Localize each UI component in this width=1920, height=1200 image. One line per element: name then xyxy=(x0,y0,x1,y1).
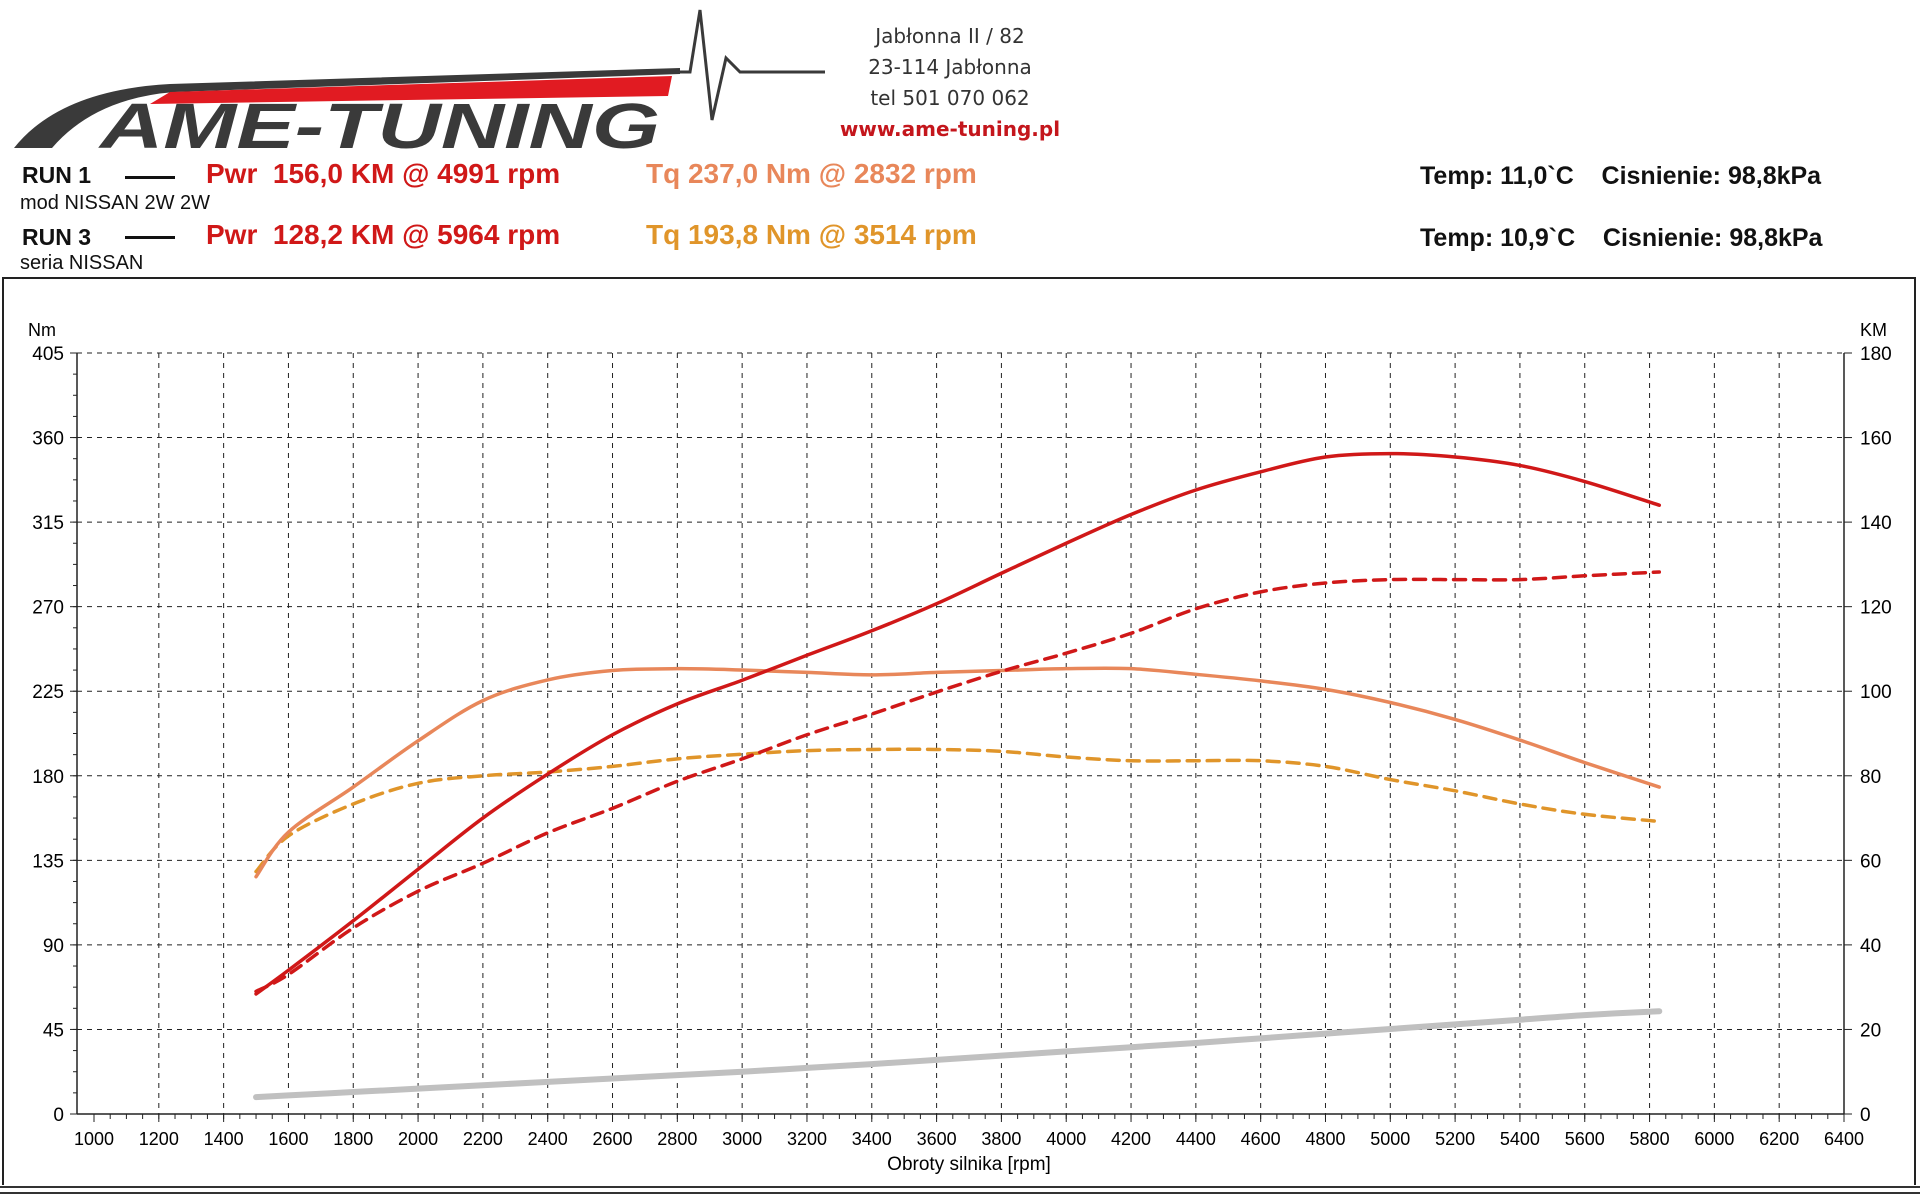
right-y-tick-label: 80 xyxy=(1860,767,1881,788)
logo-red-stripe xyxy=(150,76,672,104)
x-axis-title: Obroty silnika [rpm] xyxy=(887,1154,1051,1175)
run1-description: mod NISSAN 2W 2W xyxy=(20,192,211,214)
x-tick-label: 2000 xyxy=(398,1129,438,1149)
logo-heartbeat-icon xyxy=(600,9,825,121)
x-tick-label: 3800 xyxy=(981,1129,1021,1149)
left-y-tick-label: 45 xyxy=(43,1020,64,1041)
run1-conditions: Temp: 11,0`C Cisnienie: 98,8kPa xyxy=(1420,162,1822,190)
x-tick-label: 5000 xyxy=(1370,1129,1410,1149)
x-tick-label: 3200 xyxy=(787,1129,827,1149)
series-run-3-tq xyxy=(254,747,1662,874)
x-tick-label: 5600 xyxy=(1565,1129,1605,1149)
x-tick-label: 4000 xyxy=(1046,1129,1086,1149)
x-tick-label: 4600 xyxy=(1241,1129,1281,1149)
x-tick-label: 5200 xyxy=(1435,1129,1475,1149)
right-y-tick-label: 160 xyxy=(1860,429,1892,450)
left-y-tick-label: 90 xyxy=(43,936,64,957)
bottom-divider xyxy=(0,1192,1920,1194)
series-run-1-tq xyxy=(254,666,1662,879)
address-line-2: 23-114 Jabłonna xyxy=(868,55,1032,79)
right-y-tick-label: 60 xyxy=(1860,851,1881,872)
x-tick-label: 6200 xyxy=(1759,1129,1799,1149)
address-phone: tel 501 070 062 xyxy=(870,86,1030,110)
right-y-tick-label: 40 xyxy=(1860,936,1881,957)
left-y-tick-label: 270 xyxy=(32,598,64,619)
x-tick-label: 4400 xyxy=(1176,1129,1216,1149)
x-tick-label: 3000 xyxy=(722,1129,762,1149)
x-tick-label: 4800 xyxy=(1305,1129,1345,1149)
left-y-tick-label: 360 xyxy=(32,429,64,450)
x-tick-label: 1400 xyxy=(204,1129,244,1149)
x-tick-label: 3400 xyxy=(852,1129,892,1149)
x-tick-label: 2200 xyxy=(463,1129,503,1149)
run3-description: seria NISSAN xyxy=(20,252,144,274)
logo-swoosh xyxy=(14,68,680,148)
logo-text: AME-TUNING xyxy=(97,90,660,160)
series-loss xyxy=(253,1008,1663,1101)
x-tick-label: 2400 xyxy=(528,1129,568,1149)
address-line-1: Jabłonna II / 82 xyxy=(875,24,1025,48)
left-y-tick-label: 0 xyxy=(53,1105,64,1126)
right-y-tick-label: 100 xyxy=(1860,682,1892,703)
run3-label: RUN 3 xyxy=(22,224,92,250)
x-tick-label: 6400 xyxy=(1824,1129,1864,1149)
x-tick-label: 5400 xyxy=(1500,1129,1540,1149)
left-axis-unit: Nm xyxy=(28,320,56,340)
x-tick-label: 4200 xyxy=(1111,1129,1151,1149)
run1-torque: Tq 237,0 Nm @ 2832 rpm xyxy=(646,158,977,189)
right-y-tick-label: 0 xyxy=(1860,1105,1871,1126)
right-y-tick-label: 20 xyxy=(1860,1020,1881,1041)
x-tick-label: 1600 xyxy=(268,1129,308,1149)
run1-power: Pwr 156,0 KM @ 4991 rpm xyxy=(206,158,561,189)
run3-line-sample xyxy=(125,236,175,239)
ame-tuning-logo: AME-TUNING xyxy=(14,9,825,160)
x-tick-label: 3600 xyxy=(917,1129,957,1149)
bottom-divider xyxy=(0,1186,1920,1188)
left-y-tick-label: 180 xyxy=(32,767,64,788)
run3-power: Pwr 128,2 KM @ 5964 rpm xyxy=(206,219,561,250)
x-tick-label: 1000 xyxy=(74,1129,114,1149)
left-y-tick-label: 405 xyxy=(32,344,64,365)
left-y-tick-label: 135 xyxy=(32,851,64,872)
left-y-tick-label: 225 xyxy=(32,682,64,703)
address-website: www.ame-tuning.pl xyxy=(839,117,1061,141)
x-tick-label: 1200 xyxy=(139,1129,179,1149)
right-axis-unit: KM xyxy=(1860,320,1887,340)
x-tick-label: 5800 xyxy=(1630,1129,1670,1149)
x-tick-label: 6000 xyxy=(1694,1129,1734,1149)
chart-frame xyxy=(2,277,1916,1185)
x-tick-label: 2800 xyxy=(657,1129,697,1149)
right-y-tick-label: 180 xyxy=(1860,344,1892,365)
x-tick-label: 2600 xyxy=(592,1129,632,1149)
run3-torque: Tq 193,8 Nm @ 3514 rpm xyxy=(646,219,977,250)
x-tick-label: 1800 xyxy=(333,1129,373,1149)
right-y-tick-label: 140 xyxy=(1860,513,1892,534)
right-y-tick-label: 120 xyxy=(1860,598,1892,619)
run3-conditions: Temp: 10,9`C Cisnienie: 98,8kPa xyxy=(1420,224,1823,252)
run1-line-sample xyxy=(125,176,175,179)
run1-label: RUN 1 xyxy=(22,162,92,188)
series-run-1-pwr xyxy=(254,451,1662,996)
left-y-tick-label: 315 xyxy=(32,513,64,534)
series-run-3-pwr xyxy=(254,570,1662,994)
